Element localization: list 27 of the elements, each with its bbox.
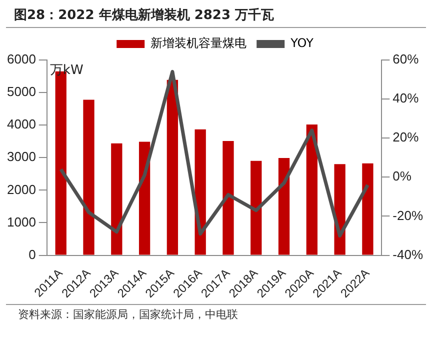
y-tick-label: 0	[28, 246, 36, 262]
chart-title: 图28：2022 年煤电新增装机 2823 万千瓦	[6, 0, 426, 28]
y-tick-label: 5000	[7, 84, 36, 100]
y-tick-label: 4000	[7, 116, 36, 132]
bar	[138, 142, 150, 255]
y2-tick-label: -20%	[392, 208, 424, 223]
bar	[250, 160, 262, 255]
y-tick-label: 2000	[7, 182, 36, 197]
y-tick-label: 3000	[7, 149, 36, 164]
bar	[222, 141, 234, 255]
y2-tick-label: 40%	[392, 90, 420, 106]
legend-label: 新增装机容量煤电	[150, 36, 247, 50]
bar	[83, 100, 94, 255]
y2-tick-label: 20%	[392, 130, 420, 145]
bar	[111, 143, 122, 255]
y-axis-title: 万kW	[50, 62, 84, 78]
bar	[362, 163, 374, 255]
bar	[278, 158, 290, 255]
bar	[166, 80, 178, 255]
y2-tick-label: 0%	[392, 168, 412, 184]
y2-tick-label: -40%	[392, 246, 424, 262]
y-tick-label: 6000	[7, 52, 36, 67]
bar	[306, 124, 318, 255]
legend-label: YOY	[290, 36, 314, 50]
text: 资料来源：国家能源局，国家统计局，中电联	[6, 304, 426, 322]
y2-tick-label: 60%	[392, 52, 420, 67]
y-tick-label: 1000	[7, 214, 36, 230]
